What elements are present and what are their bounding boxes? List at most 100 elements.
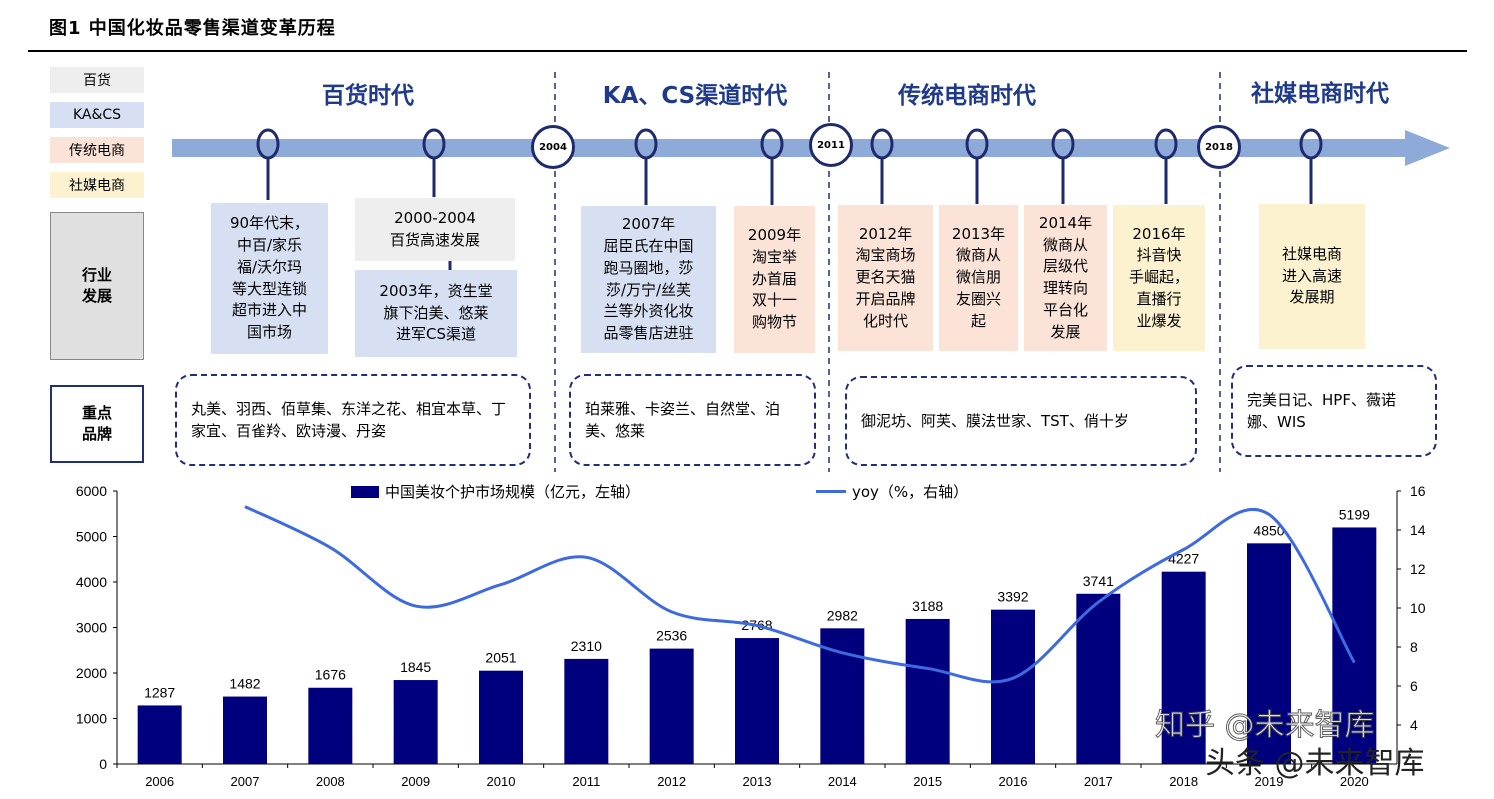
left-tick-label: 4000 (76, 574, 107, 590)
left-tick-label: 1000 (76, 711, 107, 727)
right-tick-label: 4 (1410, 717, 1418, 733)
event-card-2012-tmall: 2012年 淘宝商场 更名天猫 开启品牌 化时代 (838, 205, 933, 351)
legend-social-ecommerce: 社媒电商 (50, 172, 144, 198)
bar-2008 (308, 687, 353, 764)
x-tick-label: 2020 (1340, 774, 1369, 789)
bar-label-2007: 1482 (229, 676, 260, 692)
bar-2007 (223, 696, 267, 764)
bar-2019 (1247, 543, 1291, 764)
right-tick-label: 6 (1410, 678, 1418, 694)
bar-2006 (137, 705, 182, 764)
bar-2015 (905, 618, 950, 764)
bar-label-2008: 1676 (315, 667, 346, 683)
legend-bar-label: 中国美妆个护市场规模（亿元，左轴） (385, 483, 641, 501)
left-tick-label: 0 (99, 756, 107, 772)
right-tick-label: 12 (1410, 561, 1426, 577)
event-card-2009-double-eleven: 2009年 淘宝举 办首届 双十一 购物节 (734, 206, 815, 353)
event-connectors (256, 128, 1323, 270)
legend-traditional-ecommerce: 传统电商 (50, 137, 144, 163)
x-tick-label: 2019 (1255, 774, 1284, 789)
left-tick-label: 2000 (76, 665, 107, 681)
x-tick-label: 2018 (1169, 774, 1198, 789)
bar-label-2010: 2051 (485, 650, 516, 666)
figure-title: 图1 中国化妆品零售渠道变革历程 (49, 18, 336, 39)
bar-label-2014: 2982 (827, 607, 858, 623)
legend-line-swatch (816, 490, 846, 493)
chart-legend-line: yoy（%，右轴） (816, 481, 968, 502)
era-title-social-ecommerce: 社媒电商时代 (1251, 81, 1389, 107)
bar-2011 (564, 658, 609, 764)
event-card-2013-wechat-commerce: 2013年 微商从 微信朋 友圈兴 起 (939, 205, 1018, 351)
event-card-2014-platform: 2014年 微商从 层级代 理转向 平台化 发展 (1024, 205, 1107, 351)
year-node-2011: 2011 (809, 123, 853, 167)
x-tick-label: 2015 (913, 774, 942, 789)
brands-social-ecommerce-era: 完美日记、HPF、薇诺娜、WIS (1231, 365, 1437, 457)
x-tick-label: 2012 (657, 774, 686, 789)
bar-2014 (820, 628, 865, 764)
bar-2013 (735, 638, 779, 764)
legend-ka-cs: KA&CS (50, 102, 144, 128)
year-node-2004: 2004 (531, 125, 575, 169)
event-card-2000-2004-department-stores: 2000-2004 百货高速发展 (355, 198, 515, 261)
legend-bar-swatch (351, 485, 379, 498)
x-tick-label: 2007 (231, 774, 260, 789)
era-title-traditional-ecommerce: 传统电商时代 (898, 83, 1036, 109)
x-tick-label: 2006 (145, 774, 174, 789)
bar-2012 (649, 648, 694, 764)
timeline-arrow-head (1405, 130, 1450, 166)
brands-traditional-ecommerce-era: 御泥坊、阿芙、膜法世家、TST、俏十岁 (845, 376, 1197, 466)
bar-label-2017: 3741 (1083, 573, 1114, 589)
left-tick-label: 6000 (76, 483, 107, 499)
right-tick-label: 10 (1410, 600, 1426, 616)
right-tick-label: 8 (1410, 639, 1418, 655)
bar-label-2018: 4227 (1168, 551, 1199, 567)
bar-2016 (991, 609, 1035, 764)
bar-label-2011: 2310 (571, 638, 602, 654)
bar-label-2020: 5199 (1339, 506, 1370, 522)
key-brands-label: 重点 品牌 (50, 385, 144, 463)
timeline-arrow-shaft (172, 139, 1407, 157)
bar-2020 (1332, 527, 1377, 764)
bar-label-2006: 1287 (144, 684, 175, 700)
x-tick-label: 2013 (743, 774, 772, 789)
bar-2010 (479, 670, 523, 764)
era-title-department-store: 百货时代 (322, 83, 414, 109)
event-card-social-ecommerce-growth: 社媒电商 进入高速 发展期 (1259, 204, 1365, 349)
watermark-toutiao: 头条 @未来智库 (1205, 746, 1425, 781)
legend-department-store: 百货 (50, 67, 144, 93)
bar-label-2015: 3188 (912, 598, 943, 614)
watermark-zhihu: 知乎 @未来智库 (1155, 708, 1376, 744)
event-card-2016-livestream: 2016年 抖音快 手崛起， 直播行 业爆发 (1113, 205, 1205, 351)
era-title-ka-cs: KA、CS渠道时代 (602, 83, 788, 109)
bar-label-2019: 4850 (1253, 522, 1284, 538)
brands-department-store-era: 丸美、羽西、佰草集、东洋之花、相宜本草、丁家宜、百雀羚、欧诗漫、丹姿 (175, 374, 531, 466)
left-tick-label: 5000 (76, 529, 107, 545)
industry-development-label: 行业 发展 (50, 212, 144, 360)
left-tick-label: 3000 (76, 620, 107, 636)
market-size-chart: 0 1000 2000 3000 4000 5000 6000 4 6 8 10 12 14 16 2006… (76, 483, 1426, 789)
timeline-graphic (172, 72, 1450, 472)
chart-legend-bar: 中国美妆个护市场规模（亿元，左轴） (351, 481, 640, 502)
year-node-2018: 2018 (1197, 125, 1241, 169)
event-card-2007-watsons: 2007年 屈臣氏在中国 跑马圈地，莎 莎/万宁/丝芙 兰等外资化妆 品零售店进… (581, 206, 716, 353)
right-tick-label: 16 (1410, 483, 1426, 499)
event-card-1990s-supermarkets: 90年代末， 中百/家乐 福/沃尔玛 等大型连锁 超市进入中 国市场 (211, 203, 328, 354)
bar-label-2016: 3392 (997, 589, 1028, 605)
bar-label-2009: 1845 (400, 659, 431, 675)
x-tick-label: 2011 (572, 774, 600, 789)
right-tick-label: 14 (1410, 522, 1426, 538)
bar-2009 (393, 680, 438, 764)
x-tick-label: 2017 (1084, 774, 1113, 789)
title-rule (28, 50, 1467, 52)
event-card-2003-shiseido: 2003年，资生堂 旗下泊美、悠莱 进军CS渠道 (355, 270, 517, 357)
bar-label-2012: 2536 (656, 628, 687, 644)
legend-line-label: yoy（%，右轴） (852, 483, 969, 501)
x-tick-label: 2010 (487, 774, 516, 789)
brands-ka-cs-era: 珀莱雅、卡姿兰、自然堂、泊美、悠莱 (569, 374, 816, 466)
bar-2017 (1076, 593, 1121, 764)
bar-2018 (1161, 571, 1206, 764)
x-tick-label: 2016 (999, 774, 1028, 789)
x-tick-label: 2008 (316, 774, 345, 789)
yoy-line (244, 505, 1356, 684)
x-tick-label: 2009 (401, 774, 430, 789)
